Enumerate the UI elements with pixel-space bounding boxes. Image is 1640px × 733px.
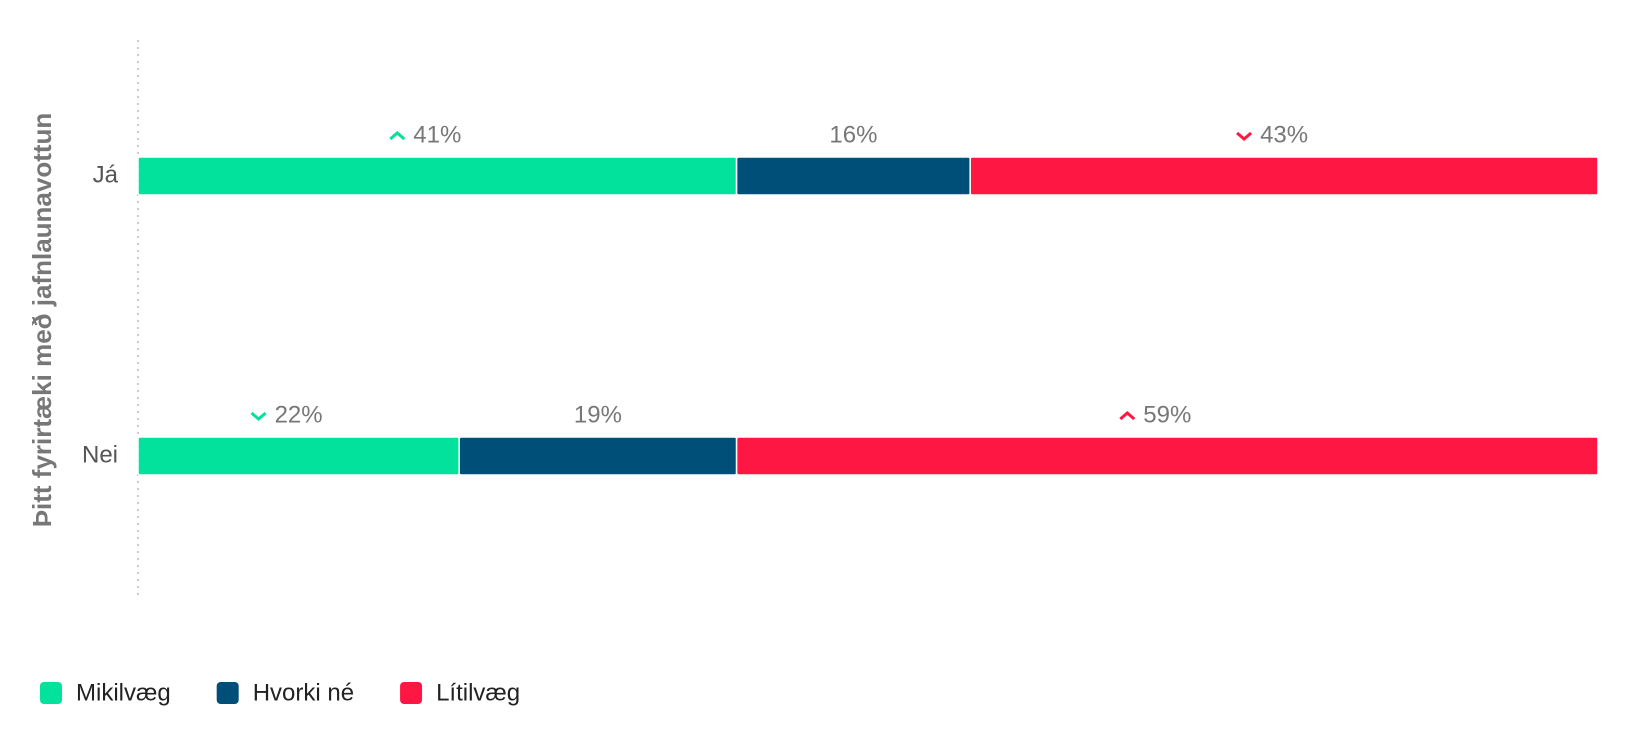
legend-swatch [40,682,62,704]
legend-label: Hvorki né [253,679,354,706]
bar-segment [137,436,460,476]
category-label: Nei [82,441,118,468]
legend-swatch [400,682,423,704]
bar-segment [458,436,738,476]
value-label: 19% [574,401,622,428]
trend-indicator [389,131,406,141]
value-label: 16% [829,121,877,148]
bar-segment [735,156,971,196]
category-label: Já [93,161,119,188]
bar-segment [137,156,738,196]
y-axis-title: Þitt fyrirtæki með jafnlaunavottun [27,113,57,528]
value-label: 41% [413,121,461,148]
trend-indicator [1236,131,1253,141]
bar-segment [969,156,1599,196]
legend-label: Mikilvæg [76,679,171,706]
trend-indicator [1119,411,1136,421]
bar-segment [735,436,1599,476]
trend-indicator [250,411,267,421]
value-label: 43% [1260,121,1308,148]
value-label: 59% [1143,401,1191,428]
legend-label: Lítilvæg [436,679,520,706]
value-label: 22% [275,401,323,428]
legend-swatch [216,682,239,704]
